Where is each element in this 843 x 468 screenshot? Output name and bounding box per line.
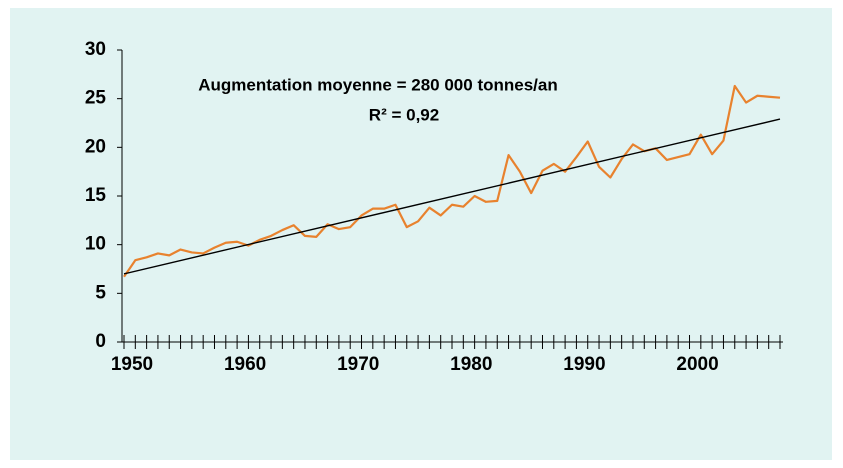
y-tick-label: 10 bbox=[85, 234, 106, 255]
x-tick-label: 1970 bbox=[337, 354, 379, 375]
x-tick-label: 1960 bbox=[224, 354, 266, 375]
y-tick-label: 0 bbox=[95, 331, 106, 352]
y-tick-label: 20 bbox=[85, 136, 106, 157]
x-tick-label: 1950 bbox=[111, 354, 153, 375]
chart-background bbox=[10, 8, 832, 460]
x-tick-label: 1980 bbox=[450, 354, 492, 375]
data-line bbox=[123, 84, 781, 278]
y-tick-label: 30 bbox=[85, 39, 106, 60]
y-tick-label: 5 bbox=[95, 282, 106, 303]
y-tick-label: 15 bbox=[85, 185, 107, 206]
y-tick-label: 25 bbox=[85, 88, 107, 109]
trend-line bbox=[123, 118, 781, 275]
x-tick-label: 2000 bbox=[676, 354, 718, 375]
annotation: R² = 0,92 bbox=[369, 105, 439, 124]
annotation: Augmentation moyenne = 280 000 tonnes/an bbox=[198, 75, 557, 94]
x-tick-label: 1990 bbox=[563, 354, 605, 375]
